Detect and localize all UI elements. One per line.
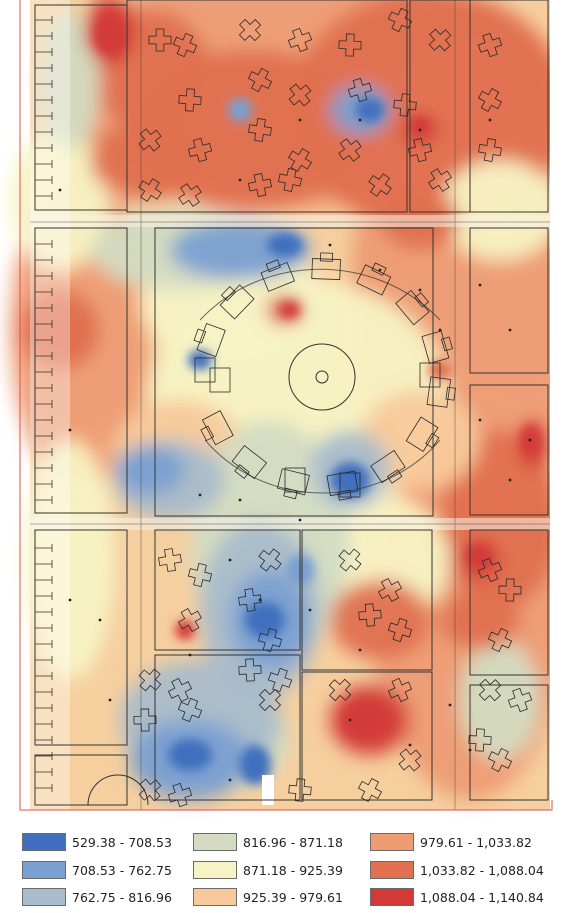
legend-label: 979.61 - 1,033.82 bbox=[420, 834, 532, 850]
legend-item: 925.39 - 979.61 bbox=[193, 886, 343, 908]
legend: 529.38 - 708.53 708.53 - 762.75 762.75 -… bbox=[0, 822, 570, 913]
legend-label: 1,088.04 - 1,140.84 bbox=[420, 889, 544, 905]
legend-item: 871.18 - 925.39 bbox=[193, 859, 343, 881]
legend-swatch bbox=[193, 833, 237, 851]
legend-swatch bbox=[193, 888, 237, 906]
sample-points bbox=[58, 118, 532, 782]
legend-label: 816.96 - 871.18 bbox=[243, 834, 343, 850]
block-outlines bbox=[30, 0, 550, 810]
legend-swatch bbox=[370, 888, 414, 906]
site-boundary-line bbox=[19, 0, 553, 811]
legend-label: 1,033.82 - 1,088.04 bbox=[420, 862, 544, 878]
legend-swatch bbox=[370, 861, 414, 879]
legend-label: 762.75 - 816.96 bbox=[72, 889, 172, 905]
legend-swatch bbox=[370, 833, 414, 851]
legend-swatch bbox=[22, 861, 66, 879]
interpolation-map bbox=[10, 0, 553, 811]
legend-label: 871.18 - 925.39 bbox=[243, 862, 343, 878]
building-footprints bbox=[133, 7, 533, 808]
legend-swatch bbox=[22, 833, 66, 851]
legend-label: 925.39 - 979.61 bbox=[243, 889, 343, 905]
legend-label: 708.53 - 762.75 bbox=[72, 862, 172, 878]
legend-item: 1,033.82 - 1,088.04 bbox=[370, 859, 544, 881]
legend-item: 816.96 - 871.18 bbox=[193, 831, 343, 853]
legend-item: 708.53 - 762.75 bbox=[22, 859, 172, 881]
legend-item: 762.75 - 816.96 bbox=[22, 886, 172, 908]
legend-item: 529.38 - 708.53 bbox=[22, 831, 172, 853]
legend-item: 979.61 - 1,033.82 bbox=[370, 831, 532, 853]
legend-swatch bbox=[22, 888, 66, 906]
legend-swatch bbox=[193, 861, 237, 879]
legend-label: 529.38 - 708.53 bbox=[72, 834, 172, 850]
legend-item: 1,088.04 - 1,140.84 bbox=[370, 886, 544, 908]
